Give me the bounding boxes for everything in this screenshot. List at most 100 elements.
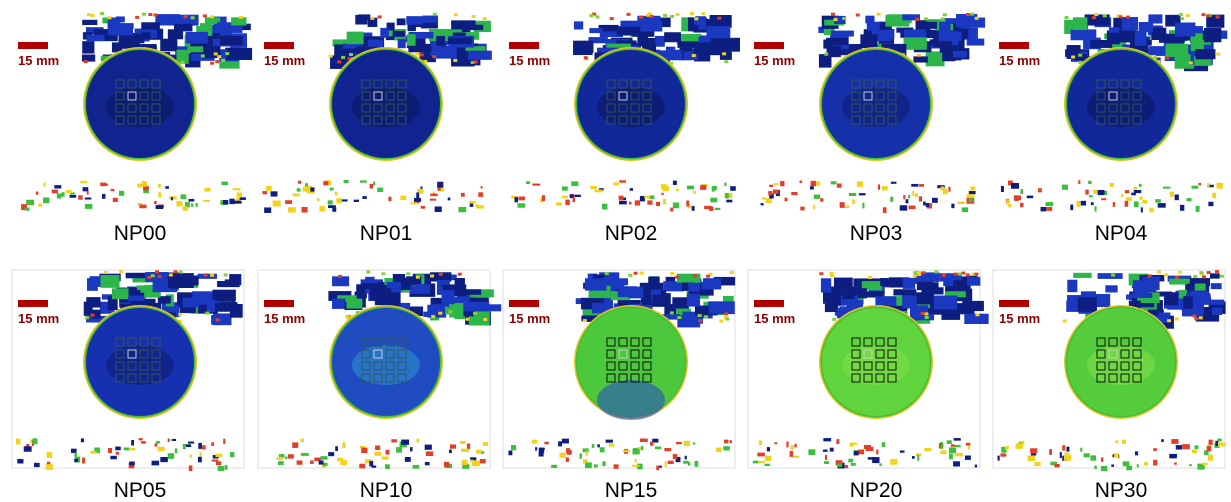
speckle: [78, 195, 83, 200]
speckle: [232, 188, 241, 191]
speckle: [903, 194, 906, 200]
speckle: [1212, 192, 1217, 199]
roi-square: [385, 91, 395, 101]
speckle: [197, 456, 202, 463]
speckle: [535, 447, 538, 451]
speckle: [752, 460, 759, 464]
speckle: [171, 438, 177, 441]
band-edge: [940, 17, 945, 21]
band-edge: [583, 56, 588, 60]
band-patch: [367, 39, 384, 52]
band-edge: [970, 12, 975, 16]
speckle: [410, 202, 418, 205]
band-patch: [332, 276, 350, 287]
speckle: [1020, 189, 1024, 194]
speckle: [369, 183, 374, 189]
speckle: [582, 448, 589, 453]
band-patch: [204, 17, 221, 24]
speckle: [915, 453, 922, 457]
speckle: [613, 464, 619, 469]
speckle: [774, 442, 778, 445]
roi-square: [863, 115, 873, 125]
speckle: [686, 185, 695, 190]
band-patch: [1150, 315, 1170, 323]
speckle: [964, 455, 971, 460]
band-patch: [455, 310, 474, 317]
speckle: [1122, 461, 1130, 467]
speckle: [1133, 186, 1138, 190]
speckle: [223, 438, 226, 444]
speckle: [700, 185, 707, 190]
speckle: [965, 442, 971, 446]
speckle: [599, 447, 605, 453]
band-patch: [356, 284, 366, 294]
speckle: [948, 186, 951, 192]
roi-square: [151, 115, 161, 125]
roi-square: [1132, 361, 1142, 371]
speckle: [369, 460, 374, 467]
band-patch: [836, 308, 846, 319]
speckle: [460, 448, 469, 453]
band-edge: [205, 311, 210, 315]
speckle: [203, 199, 210, 202]
band-patch: [86, 34, 105, 42]
band-edge: [609, 17, 614, 21]
speckle: [139, 204, 147, 209]
band-patch: [1067, 279, 1078, 293]
band-patch: [913, 56, 928, 63]
speckle: [328, 205, 336, 209]
band-patch: [645, 16, 657, 29]
band-edge: [971, 272, 976, 276]
band-edge: [1198, 316, 1203, 320]
speckle: [1066, 446, 1070, 452]
band-edge: [90, 313, 95, 317]
speckle: [361, 447, 368, 454]
band-patch: [879, 22, 892, 35]
roi-square: [1120, 361, 1130, 371]
speckle: [911, 183, 919, 187]
speckle: [836, 183, 842, 188]
speckle: [470, 459, 474, 463]
roi-square: [1096, 349, 1106, 359]
band-edge: [225, 52, 230, 56]
speckle: [687, 205, 692, 209]
band-edge: [203, 273, 208, 277]
band-edge: [173, 270, 178, 274]
speckle: [682, 460, 689, 464]
roi-square: [875, 337, 885, 347]
band-patch: [573, 21, 584, 30]
roi-square: [618, 91, 628, 101]
speckle: [1134, 451, 1139, 456]
speckle: [143, 186, 149, 191]
band-patch: [397, 38, 406, 49]
roi-square: [606, 79, 616, 89]
roi-square: [385, 103, 395, 113]
band-patch: [387, 282, 414, 293]
band-patch: [1064, 19, 1074, 35]
band-patch: [953, 280, 967, 287]
roi-square: [1108, 79, 1118, 89]
band-patch: [442, 284, 452, 291]
roi-square: [642, 337, 652, 347]
band-patch: [677, 41, 701, 48]
band-edge: [1071, 55, 1076, 59]
band-patch: [83, 301, 93, 316]
speckle: [1142, 199, 1148, 204]
speckle: [704, 205, 712, 210]
speckle: [942, 188, 948, 195]
band-edge: [85, 316, 90, 320]
roi-square: [397, 91, 407, 101]
band-edge: [923, 17, 928, 21]
roi-square: [606, 115, 616, 125]
band-edge: [646, 13, 651, 17]
speckle: [970, 186, 976, 191]
band-patch: [396, 18, 406, 26]
band-patch: [654, 35, 665, 47]
speckle: [511, 195, 518, 199]
speckle: [940, 450, 947, 455]
speckle: [430, 193, 438, 197]
band-edge: [1201, 275, 1206, 279]
speckle: [510, 445, 517, 451]
speckle: [329, 187, 334, 191]
speckle: [34, 462, 40, 468]
